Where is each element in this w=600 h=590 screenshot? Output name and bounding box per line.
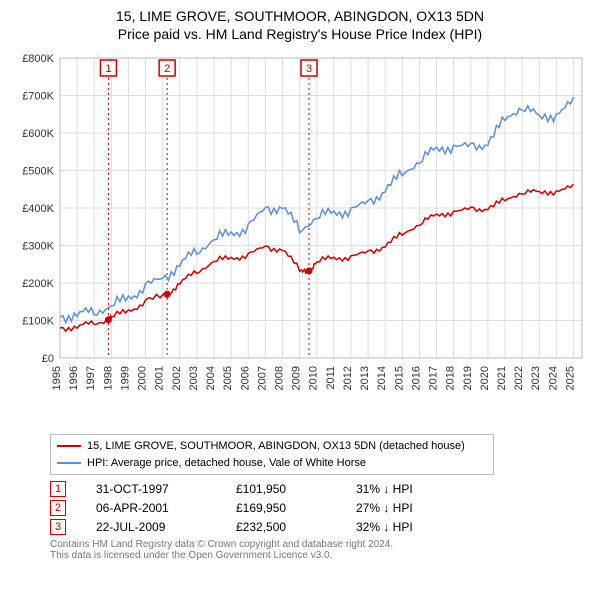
- y-tick-label: £200K: [22, 278, 54, 290]
- legend-row: 15, LIME GROVE, SOUTHMOOR, ABINGDON, OX1…: [57, 438, 487, 455]
- sale-row: 2 06-APR-2001 £169,950 27% ↓ HPI: [50, 500, 590, 516]
- attribution: Contains HM Land Registry data © Crown c…: [50, 539, 590, 561]
- x-tick-label: 2006: [239, 366, 251, 390]
- x-tick-label: 2012: [342, 366, 354, 390]
- x-tick-label: 2009: [291, 366, 303, 390]
- sale-marker-number: 2: [164, 63, 170, 75]
- sale-row: 3 22-JUL-2009 £232,500 32% ↓ HPI: [50, 519, 590, 535]
- line-chart-svg: £0 £100K £200K £300K £400K £500K £600K £700K £80…: [10, 48, 590, 428]
- x-tick-label: 2018: [445, 366, 457, 390]
- sale-row-marker: 1: [50, 481, 66, 497]
- x-tick-label: 2003: [188, 366, 200, 390]
- legend-swatch: [57, 462, 81, 464]
- sale-point: [164, 291, 171, 298]
- chart-subtitle: Price paid vs. HM Land Registry's House …: [10, 26, 590, 42]
- y-tick-label: £100K: [22, 316, 54, 328]
- y-tick-label: £600K: [22, 128, 54, 140]
- chart-container: 15, LIME GROVE, SOUTHMOOR, ABINGDON, OX1…: [0, 0, 600, 567]
- legend-row: HPI: Average price, detached house, Vale…: [57, 455, 487, 472]
- sale-delta: 31% ↓ HPI: [356, 482, 446, 496]
- x-tick-label: 2019: [462, 366, 474, 390]
- legend-label: 15, LIME GROVE, SOUTHMOOR, ABINGDON, OX1…: [87, 438, 465, 455]
- x-tick-label: 1996: [68, 366, 80, 390]
- sale-date: 06-APR-2001: [96, 501, 206, 515]
- sale-delta: 32% ↓ HPI: [356, 520, 446, 534]
- y-tick-label: £700K: [22, 91, 54, 103]
- x-tick-label: 2008: [273, 366, 285, 390]
- y-tick-label: £500K: [22, 166, 54, 178]
- x-tick-label: 2002: [171, 366, 183, 390]
- x-tick-label: 2016: [410, 366, 422, 390]
- x-tick-label: 2004: [205, 366, 217, 390]
- sale-row-marker: 3: [50, 519, 66, 535]
- sale-marker-number: 1: [105, 63, 111, 75]
- x-tick-label: 2014: [376, 366, 388, 390]
- legend-swatch: [57, 445, 81, 447]
- sale-price: £169,950: [236, 501, 326, 515]
- x-tick-label: 2022: [513, 366, 525, 390]
- sale-marker-number: 3: [306, 63, 312, 75]
- sale-delta: 27% ↓ HPI: [356, 501, 446, 515]
- sales-table: 1 31-OCT-1997 £101,950 31% ↓ HPI 2 06-APR-200…: [50, 481, 590, 535]
- chart-title: 15, LIME GROVE, SOUTHMOOR, ABINGDON, OX1…: [10, 8, 590, 24]
- x-tick-label: 2001: [154, 366, 166, 390]
- x-tick-label: 2021: [496, 366, 508, 390]
- sale-point: [105, 316, 112, 323]
- x-tick-label: 1999: [119, 366, 131, 390]
- x-tick-label: 1997: [85, 366, 97, 390]
- sale-point: [306, 267, 313, 274]
- sale-price: £232,500: [236, 520, 326, 534]
- x-tick-label: 1998: [102, 366, 114, 390]
- sale-date: 31-OCT-1997: [96, 482, 206, 496]
- x-tick-label: 2017: [428, 366, 440, 390]
- y-tick-label: £400K: [22, 203, 54, 215]
- y-tick-label: £300K: [22, 241, 54, 253]
- x-tick-label: 2013: [359, 366, 371, 390]
- sale-row: 1 31-OCT-1997 £101,950 31% ↓ HPI: [50, 481, 590, 497]
- legend: 15, LIME GROVE, SOUTHMOOR, ABINGDON, OX1…: [50, 434, 494, 475]
- x-tick-label: 2024: [547, 366, 559, 390]
- x-tick-label: 1995: [51, 366, 63, 390]
- y-tick-label: £800K: [22, 53, 54, 65]
- sale-row-marker: 2: [50, 500, 66, 516]
- x-tick-label: 2007: [256, 366, 268, 390]
- chart-area: £0 £100K £200K £300K £400K £500K £600K £700K £80…: [10, 48, 590, 428]
- sale-date: 22-JUL-2009: [96, 520, 206, 534]
- x-tick-label: 2020: [479, 366, 491, 390]
- sale-price: £101,950: [236, 482, 326, 496]
- x-tick-label: 2000: [137, 366, 149, 390]
- x-tick-label: 2010: [308, 366, 320, 390]
- x-tick-label: 2015: [393, 366, 405, 390]
- y-tick-label: £0: [42, 353, 54, 365]
- x-tick-label: 2025: [564, 366, 576, 390]
- x-tick-label: 2011: [325, 366, 337, 390]
- legend-label: HPI: Average price, detached house, Vale…: [87, 455, 366, 472]
- x-tick-label: 2023: [530, 366, 542, 390]
- x-tick-label: 2005: [222, 366, 234, 390]
